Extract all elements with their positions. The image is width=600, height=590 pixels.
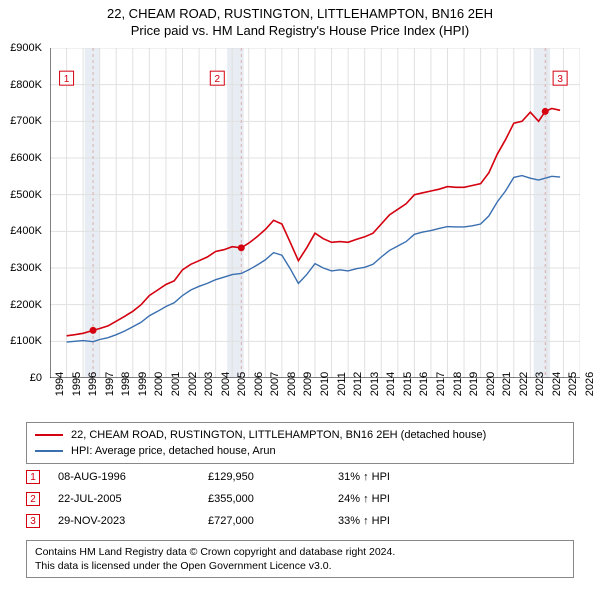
x-tick-label: 2022: [518, 372, 530, 396]
x-tick-label: 2004: [220, 372, 232, 396]
x-tick-label: 1997: [104, 372, 116, 396]
x-tick-label: 1994: [54, 372, 66, 396]
legend-item: HPI: Average price, detached house, Arun: [35, 443, 565, 459]
legend-label: HPI: Average price, detached house, Arun: [71, 445, 276, 457]
x-tick-label: 2006: [253, 372, 265, 396]
sale-date: 22-JUL-2005: [58, 493, 208, 505]
sale-box-num: 3: [557, 74, 563, 85]
x-tick-label: 2005: [236, 372, 248, 396]
sale-pct: 31% ↑ HPI: [338, 471, 508, 483]
sale-point: [542, 108, 549, 115]
x-tick-label: 2010: [319, 372, 331, 396]
y-tick-label: £600K: [10, 152, 42, 164]
y-tick-label: £900K: [10, 42, 42, 54]
x-axis: 1994199519961997199819992000200120022003…: [50, 380, 580, 420]
sale-box-num: 1: [64, 74, 70, 85]
x-tick-label: 2026: [584, 372, 596, 396]
sale-pct: 24% ↑ HPI: [338, 493, 508, 505]
sale-pct: 33% ↑ HPI: [338, 515, 508, 527]
x-tick-label: 2012: [352, 372, 364, 396]
x-tick-label: 2021: [501, 372, 513, 396]
title-block: 22, CHEAM ROAD, RUSTINGTON, LITTLEHAMPTO…: [0, 0, 600, 40]
x-tick-label: 2011: [336, 372, 348, 396]
y-tick-label: £300K: [10, 262, 42, 274]
title-subtitle: Price paid vs. HM Land Registry's House …: [0, 23, 600, 38]
x-tick-label: 2014: [385, 372, 397, 396]
x-tick-label: 1996: [87, 372, 99, 396]
x-tick-label: 2019: [468, 372, 480, 396]
title-address: 22, CHEAM ROAD, RUSTINGTON, LITTLEHAMPTO…: [0, 6, 600, 21]
y-tick-label: £200K: [10, 299, 42, 311]
y-tick-label: £800K: [10, 79, 42, 91]
x-tick-label: 2003: [203, 372, 215, 396]
legend-swatch: [35, 434, 63, 436]
sale-point: [90, 327, 97, 334]
x-tick-label: 1999: [137, 372, 149, 396]
sale-date: 29-NOV-2023: [58, 515, 208, 527]
x-tick-label: 2007: [269, 372, 281, 396]
x-tick-label: 2017: [435, 372, 447, 396]
y-axis: £0£100K£200K£300K£400K£500K£600K£700K£80…: [0, 48, 46, 378]
x-tick-label: 2015: [402, 372, 414, 396]
x-tick-label: 2013: [369, 372, 381, 396]
footer-line1: Contains HM Land Registry data © Crown c…: [35, 545, 565, 559]
x-tick-label: 1995: [71, 372, 83, 396]
x-tick-label: 2025: [567, 372, 579, 396]
sale-date: 08-AUG-1996: [58, 471, 208, 483]
x-tick-label: 2023: [534, 372, 546, 396]
chart-svg: 1 2 3: [50, 48, 580, 378]
chart-container: 22, CHEAM ROAD, RUSTINGTON, LITTLEHAMPTO…: [0, 0, 600, 590]
legend-swatch: [35, 450, 63, 452]
sale-marker-box: 3: [26, 514, 40, 528]
sale-box-num: 2: [215, 74, 221, 85]
sale-row: 1 08-AUG-1996£129,95031% ↑ HPI: [26, 466, 574, 488]
sale-price: £355,000: [208, 493, 338, 505]
x-tick-label: 2016: [418, 372, 430, 396]
x-tick-label: 2000: [153, 372, 165, 396]
sale-point: [238, 244, 245, 251]
sale-price: £129,950: [208, 471, 338, 483]
x-tick-label: 2024: [551, 372, 563, 396]
series-hpi: [67, 176, 560, 343]
x-tick-label: 2018: [452, 372, 464, 396]
sale-row: 3 29-NOV-2023£727,00033% ↑ HPI: [26, 510, 574, 532]
y-tick-label: £400K: [10, 225, 42, 237]
series-price_paid: [67, 109, 560, 336]
y-tick-label: £700K: [10, 115, 42, 127]
x-tick-label: 1998: [120, 372, 132, 396]
footer-attribution: Contains HM Land Registry data © Crown c…: [26, 540, 574, 578]
sale-marker-box: 1: [26, 470, 40, 484]
x-tick-label: 2002: [187, 372, 199, 396]
y-tick-label: £500K: [10, 189, 42, 201]
sale-price: £727,000: [208, 515, 338, 527]
chart-plot-area: 1 2 3: [50, 48, 580, 378]
y-tick-label: £0: [30, 372, 42, 384]
x-tick-label: 2020: [485, 372, 497, 396]
legend-item: 22, CHEAM ROAD, RUSTINGTON, LITTLEHAMPTO…: [35, 427, 565, 443]
y-tick-label: £100K: [10, 335, 42, 347]
sale-marker-box: 2: [26, 492, 40, 506]
legend: 22, CHEAM ROAD, RUSTINGTON, LITTLEHAMPTO…: [26, 422, 574, 464]
footer-line2: This data is licensed under the Open Gov…: [35, 559, 565, 573]
x-tick-label: 2008: [286, 372, 298, 396]
sale-row: 2 22-JUL-2005£355,00024% ↑ HPI: [26, 488, 574, 510]
legend-label: 22, CHEAM ROAD, RUSTINGTON, LITTLEHAMPTO…: [71, 429, 486, 441]
x-tick-label: 2001: [170, 372, 182, 396]
shaded-band: [534, 48, 551, 378]
x-tick-label: 2009: [302, 372, 314, 396]
sales-table: 1 08-AUG-1996£129,95031% ↑ HPI 2 22-JUL-200…: [26, 466, 574, 532]
